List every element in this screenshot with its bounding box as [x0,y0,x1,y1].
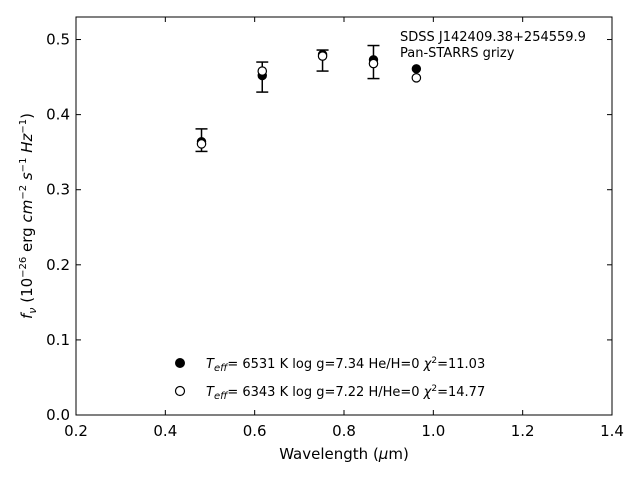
y-tick-label: 0.5 [46,31,70,49]
y-tick-label: 0.3 [46,181,70,199]
model-point-filled [411,64,422,74]
legend-entry-2: Teff= 6343 K log g=7.22 H/He=0 χ2=14.77 [206,384,485,402]
legend-marker-filled [175,358,185,368]
y-axis-label: fν (10−26 erg cm−2 s−1 Hz−1) [18,113,39,319]
model-point-open [411,73,422,83]
x-tick-label: 1.4 [600,422,624,440]
y-tick-labels: 0.0 0.1 0.2 0.3 0.4 0.5 [46,31,70,424]
annotation-survey: Pan-STARRS grizy [400,46,515,61]
model-points [196,49,422,149]
x-tick-labels: 0.2 0.4 0.6 0.8 1.0 1.2 1.4 [64,422,624,440]
axis-ticks [75,17,613,416]
annotation-object: SDSS J142409.38+254559.9 [400,30,586,45]
x-axis-label: Wavelength (μm) [279,445,409,463]
legend: Teff= 6531 K log g=7.34 He/H=0 χ2=11.03 … [174,356,485,402]
plot-frame [75,16,613,416]
model-point-open [196,139,207,149]
y-tick-label: 0.0 [46,406,70,424]
model-point-open [257,66,268,76]
y-tick-label: 0.4 [46,106,70,124]
x-tick-label: 1.2 [511,422,535,440]
legend-marker-open [174,385,186,397]
legend-entry-1: Teff= 6531 K log g=7.34 He/H=0 χ2=11.03 [206,356,485,374]
y-tick-label: 0.1 [46,331,70,349]
y-tick-label: 0.2 [46,256,70,274]
x-tick-label: 0.8 [332,422,356,440]
model-point-open [317,51,328,61]
x-tick-label: 0.4 [153,422,177,440]
model-point-open [368,58,379,69]
observed-errorbar [410,0,422,16]
observed-errorbars [195,0,422,153]
x-tick-label: 1.0 [421,422,445,440]
x-tick-label: 0.2 [64,422,88,440]
x-tick-label: 0.6 [243,422,267,440]
